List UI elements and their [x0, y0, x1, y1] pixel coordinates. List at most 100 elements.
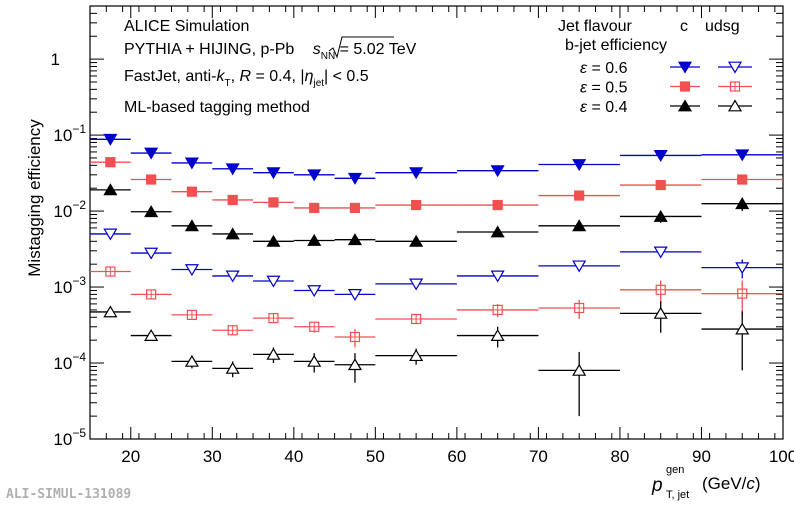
data-point	[347, 289, 363, 301]
series-c-eff-0.4	[90, 183, 783, 247]
series-c-eff-0.5	[90, 157, 783, 214]
data-point	[103, 305, 118, 318]
data-point	[737, 174, 748, 185]
x-axis-title-sup: gen	[666, 464, 684, 476]
y-tick-label: 10−4	[53, 350, 86, 373]
data-layer	[90, 133, 783, 417]
data-point	[307, 354, 322, 367]
y-tick-label: 10−1	[53, 122, 86, 145]
x-tick-label: 70	[529, 447, 548, 466]
legend-marker-c	[677, 61, 693, 74]
x-tick-label: 20	[121, 447, 140, 466]
annotation-line-4: ML-based tagging method	[124, 99, 310, 116]
data-point	[307, 233, 322, 246]
annotation-block: ALICE Simulation PYTHIA + HIJING, p-Pb s…	[124, 18, 417, 116]
legend: Jet flavour c udsg b-jet efficiency ε = …	[558, 18, 752, 116]
data-point	[409, 278, 424, 291]
data-point	[144, 205, 159, 218]
data-point	[184, 264, 199, 277]
data-point	[409, 167, 424, 180]
legend-col-udsg: udsg	[705, 18, 740, 35]
data-point	[225, 163, 240, 176]
data-point	[184, 157, 199, 170]
legend-row-label: ε = 0.4	[580, 99, 628, 116]
x-axis-unit-post: )	[755, 474, 761, 493]
data-point	[653, 150, 668, 163]
data-point	[307, 285, 322, 298]
x-axis-title: p gen T, jet (GeV/c)	[651, 464, 761, 501]
data-point	[225, 361, 240, 374]
data-point	[490, 270, 505, 283]
data-point	[409, 234, 424, 247]
x-tick-label: 90	[692, 447, 711, 466]
data-point	[572, 219, 587, 232]
data-point	[266, 347, 281, 360]
x-axis-unit-pre: (GeV/	[702, 474, 747, 493]
data-point	[574, 190, 585, 201]
y-tick-label: 10−2	[53, 198, 86, 221]
data-point	[735, 262, 750, 275]
x-tick-label: 60	[447, 447, 466, 466]
x-axis-title-sub: T, jet	[666, 489, 689, 501]
legend-col-c: c	[680, 18, 688, 35]
data-point	[349, 202, 361, 214]
data-point	[144, 328, 159, 341]
x-axis-title-p: p	[651, 475, 663, 496]
y-tick-label: 1	[51, 50, 60, 69]
series-c-eff-0.6	[90, 133, 783, 185]
annotation-line-2: PYTHIA + HIJING, p-Pb sNN = 5.02 TeV	[124, 41, 417, 62]
data-point	[103, 133, 118, 146]
data-point	[409, 349, 424, 362]
y-tick-label: 10−3	[53, 274, 86, 297]
y-axis-title: Mistagging efficiency	[25, 119, 44, 277]
data-point	[225, 270, 240, 283]
data-point	[266, 234, 281, 247]
x-axis-unit-c: c	[746, 474, 755, 493]
data-point	[490, 225, 505, 238]
series-udsg-eff-0.6	[90, 228, 783, 301]
data-point	[653, 209, 668, 222]
data-point	[490, 328, 505, 341]
data-point	[735, 197, 750, 210]
data-point	[653, 246, 668, 259]
x-tick-label: 80	[610, 447, 629, 466]
data-point	[266, 167, 281, 180]
data-point	[572, 260, 587, 273]
data-point	[144, 247, 159, 260]
data-point	[105, 157, 116, 168]
data-point	[103, 183, 118, 196]
data-point	[144, 147, 159, 160]
data-point	[225, 227, 240, 240]
data-point	[572, 159, 587, 172]
sqrt-sign	[328, 36, 394, 59]
x-tick-label: 100	[769, 447, 794, 466]
legend-header-efficiency: b-jet efficiency	[565, 37, 667, 54]
data-point	[268, 197, 279, 208]
svg-text:(GeV/c): (GeV/c)	[702, 474, 761, 493]
y-tick-label: 10−5	[53, 426, 86, 449]
x-tick-label: 40	[284, 447, 303, 466]
legend-marker-c	[679, 81, 691, 92]
data-point	[227, 194, 238, 206]
data-point	[411, 199, 422, 211]
data-point	[266, 275, 281, 288]
data-point	[655, 179, 666, 191]
data-point	[347, 172, 363, 185]
axis-ticks: 20 30 40 50 60 70 80 90 100 10−5 10−4 10−3 10−2 10−1 1	[51, 5, 794, 466]
data-point	[347, 233, 363, 246]
data-point	[735, 322, 750, 335]
legend-marker-udsg	[727, 99, 743, 112]
data-point	[347, 358, 363, 371]
legend-header-flavour: Jet flavour	[558, 18, 632, 35]
legend-marker-udsg	[727, 61, 743, 74]
data-point	[184, 219, 199, 232]
data-point	[309, 202, 320, 214]
series-udsg-eff-0.4	[90, 301, 783, 417]
legend-row-label: ε = 0.5	[580, 80, 628, 97]
watermark: ALI-SIMUL-131089	[6, 487, 131, 502]
legend-marker-c	[677, 99, 693, 112]
data-point	[653, 306, 668, 319]
data-point	[184, 354, 199, 367]
data-point	[492, 199, 503, 211]
